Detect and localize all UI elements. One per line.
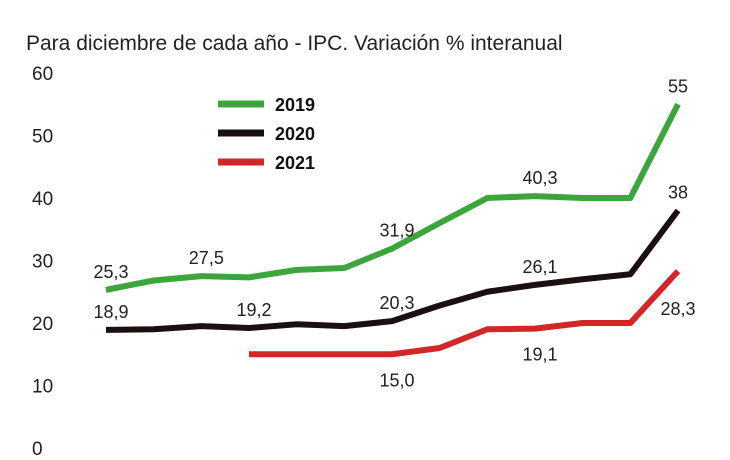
- data-label: 28,3: [660, 299, 695, 319]
- y-tick-label: 10: [32, 377, 53, 398]
- series-line-2021: [249, 269, 681, 358]
- y-tick-label: 20: [32, 314, 53, 335]
- chart-title: Para diciembre de cada año - IPC. Variac…: [26, 32, 563, 55]
- y-tick-label: 0: [32, 439, 43, 460]
- y-tick-label: 30: [32, 252, 53, 273]
- series-line-2020: [105, 208, 681, 333]
- data-label: 19,2: [236, 300, 271, 320]
- data-label: 27,5: [189, 248, 224, 268]
- data-label: 55: [668, 76, 688, 96]
- y-tick-label: 60: [32, 64, 53, 85]
- y-tick-label: 50: [32, 127, 53, 148]
- legend-label: 2021: [275, 153, 315, 173]
- data-label: 25,3: [93, 262, 128, 282]
- data-label: 38: [668, 183, 688, 203]
- data-labels: 25,3 27,5 31,9 40,3 55 18,9 19,2 20,3 26,1 38 15,0…: [93, 76, 695, 390]
- series-lines: [105, 102, 681, 358]
- data-label: 19,1: [522, 345, 557, 365]
- legend-label: 2020: [275, 124, 315, 144]
- data-label: 26,1: [522, 257, 557, 277]
- data-label: 31,9: [379, 221, 414, 241]
- data-label: 40,3: [522, 168, 557, 188]
- y-axis-ticks: 0 10 20 30 40 50 60: [32, 64, 53, 460]
- data-label: 15,0: [379, 370, 414, 390]
- data-label: 18,9: [93, 302, 128, 322]
- y-tick-label: 40: [32, 189, 53, 210]
- data-label: 20,3: [379, 293, 414, 313]
- legend-label: 2019: [275, 95, 315, 115]
- legend: 2019 2020 2021: [218, 95, 315, 173]
- series-line-2019: [105, 102, 681, 293]
